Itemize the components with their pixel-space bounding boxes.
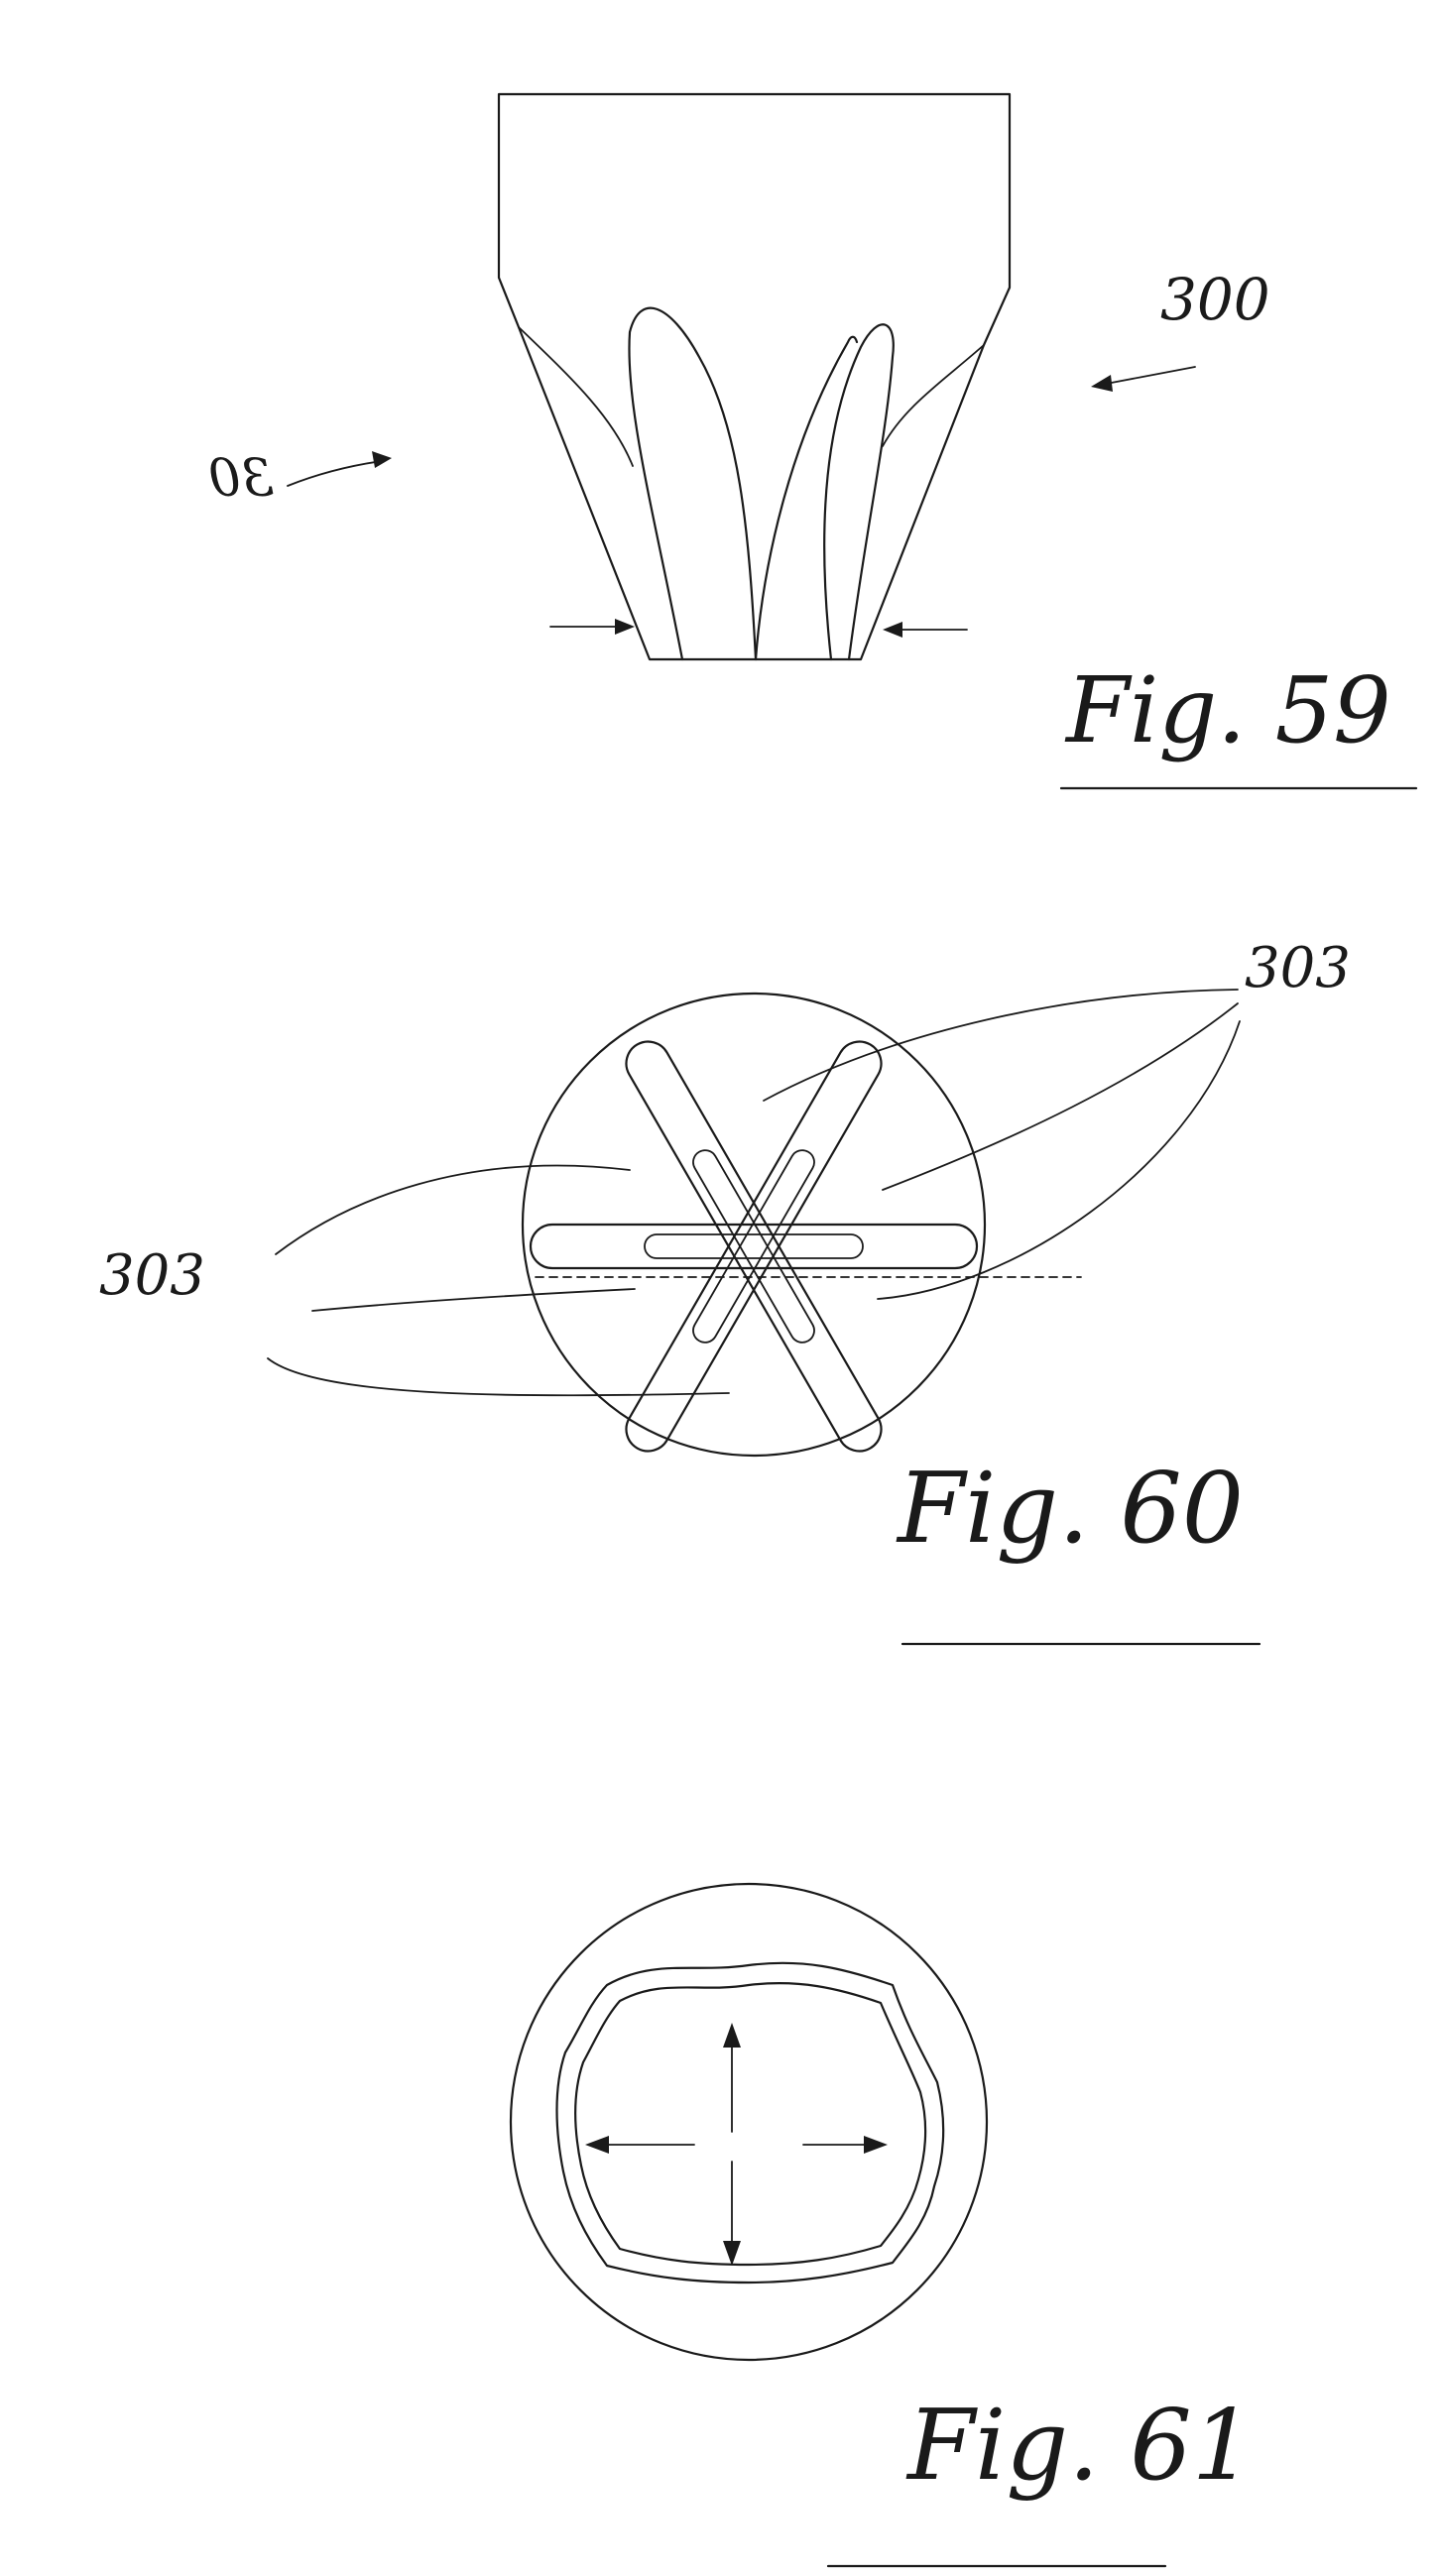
fig61-arrow-up-head [723,2023,741,2048]
fig61-inner-wavy [575,1983,925,2265]
fig61-arrow-right-head [864,2136,888,2154]
fig59-left-petal [629,308,756,659]
fig60-label-303-right: 303 [1245,936,1351,1000]
fig60-leader-r3 [878,1021,1240,1299]
fig60-leader-r1 [764,990,1238,1101]
fig59-left-arrowhead [615,619,635,635]
fig59-300-arrowhead [1091,375,1113,392]
fig59-label-30: 30 [208,449,274,509]
fig59-left-flank [519,327,633,466]
fig60-leader-r2 [883,1003,1238,1190]
fig60-leader-l2 [312,1289,635,1311]
fig60-leader-l1 [276,1166,630,1254]
fig60-slot-horizontal-inner [645,1234,863,1258]
figure-59: 300 30 Fig. 59 [208,94,1416,788]
fig59-right-arrowhead [883,622,902,638]
figure-60: 303 303 Fig. 60 [99,936,1351,1644]
fig61-caption: Fig. 61 [905,2390,1254,2503]
fig59-30-arrowhead [372,451,392,468]
fig59-nozzle-body [499,94,1010,659]
fig59-right-flank [883,345,984,446]
fig60-slot-horizontal [531,1225,977,1268]
fig59-label-30-group: 30 [208,449,274,509]
fig60-slot-minus60-inner [689,1146,819,1347]
fig59-300-leader [1101,367,1195,385]
fig59-center-petal [756,337,857,659]
fig61-arrow-left-head [585,2136,609,2154]
figure-61: Fig. 61 [511,1884,1254,2566]
fig60-label-303-left: 303 [99,1243,205,1308]
fig60-slot-60-inner [689,1146,819,1347]
fig59-right-petal [824,324,894,659]
fig61-outer-wavy [557,1963,944,2283]
fig61-arrow-down-head [723,2241,741,2266]
fig61-outer-circle [511,1884,987,2360]
fig59-label-300: 300 [1160,266,1270,333]
fig60-caption: Fig. 60 [896,1453,1244,1566]
fig59-30-leader [288,461,382,486]
fig59-caption: Fig. 59 [1064,657,1391,763]
